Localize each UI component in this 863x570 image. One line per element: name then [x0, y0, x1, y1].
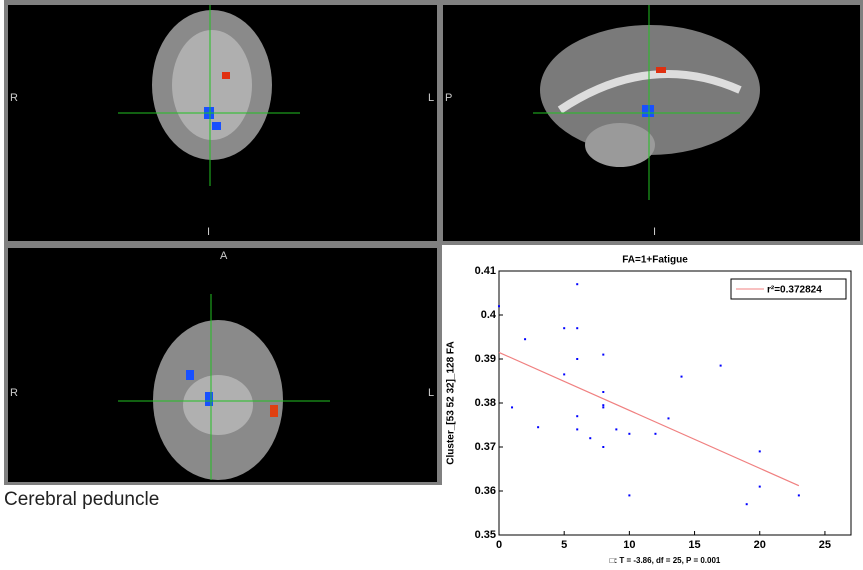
point [602, 354, 604, 356]
point [746, 503, 748, 505]
point [576, 283, 578, 285]
x-tick-label: 15 [688, 539, 700, 551]
x-tick-label: 5 [561, 539, 567, 551]
x-tick-label: 20 [754, 539, 766, 551]
point [537, 426, 539, 428]
brain [183, 375, 253, 435]
y-tick-label: 0.37 [475, 441, 496, 453]
blob [186, 370, 194, 380]
orientation: I [207, 226, 210, 238]
blob [656, 67, 666, 73]
point [602, 446, 604, 448]
orientation: A [220, 250, 228, 262]
point [628, 494, 630, 496]
point [667, 417, 669, 419]
point [498, 305, 500, 307]
chart-title: FA=1+Fatigue [622, 255, 688, 266]
point [602, 406, 604, 408]
page: {"panels": { "coronal": {"left": "R", "r… [0, 0, 863, 570]
orientation: P [445, 92, 452, 104]
blob [212, 122, 221, 130]
x-tick-label: 0 [496, 539, 502, 551]
point [563, 327, 565, 329]
point [576, 327, 578, 329]
orientation: R [10, 387, 18, 399]
blob [222, 72, 230, 79]
point [602, 404, 604, 406]
y-tick-label: 0.38 [475, 397, 496, 409]
y-tick-label: 0.36 [475, 485, 496, 497]
orientation: I [653, 226, 656, 238]
y-axis-label: Cluster_[53 52 32]_128 FA [446, 341, 457, 464]
x-tick-label: 25 [819, 539, 831, 551]
blob [270, 405, 278, 417]
caption: Cerebral peduncle [4, 489, 159, 510]
brain [585, 123, 655, 167]
y-tick-label: 0.39 [475, 353, 496, 365]
y-tick-label: 0.41 [475, 265, 496, 277]
point [511, 406, 513, 408]
point [524, 338, 526, 340]
point [759, 486, 761, 488]
point [576, 358, 578, 360]
orientation: R [10, 92, 18, 104]
point [602, 391, 604, 393]
figure: R L I P I A R L Cerebral peduncle FA=1+F… [0, 0, 863, 570]
point [576, 428, 578, 430]
orientation: L [428, 92, 434, 104]
point [628, 433, 630, 435]
point [654, 433, 656, 435]
point [681, 376, 683, 378]
point [759, 450, 761, 452]
blob [642, 105, 654, 117]
y-tick-label: 0.35 [475, 529, 496, 541]
x-axis-label: □: T = -3.86, df = 25, P = 0.001 [610, 556, 721, 565]
point [798, 494, 800, 496]
blob [205, 392, 213, 406]
point [589, 437, 591, 439]
point [576, 415, 578, 417]
point [720, 365, 722, 367]
legend-label: r²=0.372824 [767, 285, 822, 296]
x-tick-label: 10 [623, 539, 635, 551]
point [615, 428, 617, 430]
y-tick-label: 0.4 [481, 309, 497, 321]
point [563, 373, 565, 375]
orientation: L [428, 387, 434, 399]
